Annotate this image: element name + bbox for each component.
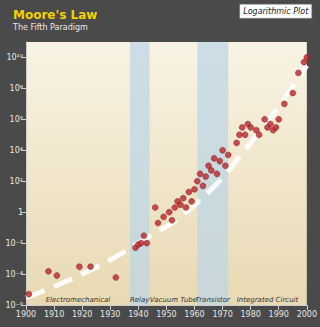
svg-text:Electromechanical: Electromechanical bbox=[46, 296, 111, 304]
svg-text:10²: 10² bbox=[10, 177, 23, 186]
svg-text:1980: 1980 bbox=[240, 310, 260, 319]
svg-text:1900: 1900 bbox=[16, 310, 36, 319]
svg-text:The Fifth Paradigm: The Fifth Paradigm bbox=[12, 23, 88, 32]
svg-text:1920: 1920 bbox=[72, 310, 92, 319]
svg-text:2000: 2000 bbox=[297, 310, 317, 319]
svg-text:10⁸: 10⁸ bbox=[10, 84, 23, 93]
svg-text:10⁻²: 10⁻² bbox=[5, 239, 23, 248]
svg-text:1910: 1910 bbox=[44, 310, 64, 319]
svg-text:Moore's Law: Moore's Law bbox=[13, 8, 97, 22]
svg-text:Relay: Relay bbox=[130, 296, 150, 304]
svg-text:1990: 1990 bbox=[269, 310, 289, 319]
svg-text:1970: 1970 bbox=[212, 310, 232, 319]
svg-text:10⁻⁴: 10⁻⁴ bbox=[5, 270, 23, 279]
svg-text:Transistor: Transistor bbox=[196, 296, 232, 304]
svg-text:10¹⁰: 10¹⁰ bbox=[6, 53, 23, 62]
svg-text:Integrated Circuit: Integrated Circuit bbox=[237, 296, 299, 304]
svg-text:1950: 1950 bbox=[156, 310, 176, 319]
svg-text:10⁻⁶: 10⁻⁶ bbox=[5, 301, 23, 310]
svg-text:1940: 1940 bbox=[128, 310, 148, 319]
svg-text:10⁴: 10⁴ bbox=[10, 146, 23, 155]
svg-text:1930: 1930 bbox=[100, 310, 120, 319]
svg-text:Vacuum Tube: Vacuum Tube bbox=[150, 296, 197, 304]
svg-text:1960: 1960 bbox=[184, 310, 204, 319]
svg-text:1: 1 bbox=[18, 208, 23, 217]
svg-text:10⁶: 10⁶ bbox=[10, 115, 23, 124]
svg-text:Logarithmic Plot: Logarithmic Plot bbox=[243, 7, 309, 16]
